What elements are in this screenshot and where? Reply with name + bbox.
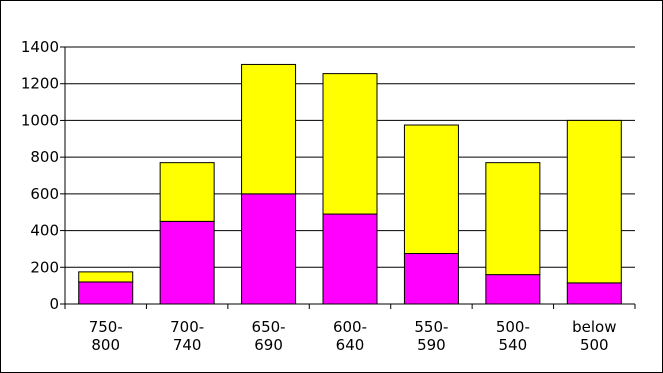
- x-category-label: 500: [580, 336, 609, 354]
- bar-segment-1: [159, 220, 215, 305]
- x-category-label: 550-: [414, 318, 448, 336]
- x-category-label: 500-: [496, 318, 530, 336]
- bars: [78, 63, 622, 305]
- y-tick-label: 200: [30, 258, 59, 276]
- x-category-label: 640: [336, 336, 365, 354]
- bar-segment-2: [78, 271, 134, 283]
- bar-segment-1: [403, 253, 459, 305]
- y-tick-label: 800: [30, 148, 59, 166]
- bar-segment-1: [322, 213, 378, 305]
- y-tick-label: 600: [30, 185, 59, 203]
- bar-segment-2: [159, 162, 215, 222]
- x-category-label: 590: [417, 336, 446, 354]
- bar-segment-2: [566, 119, 622, 284]
- x-category-label: 700-: [170, 318, 204, 336]
- x-category-label: below: [572, 318, 616, 336]
- y-tick-label: 1200: [21, 75, 59, 93]
- x-category-label: 540: [499, 336, 528, 354]
- y-tick-label: 400: [30, 222, 59, 240]
- x-category-label: 750-: [89, 318, 123, 336]
- bar-segment-1: [78, 281, 134, 305]
- axes: [60, 46, 636, 309]
- bar-segment-2: [241, 63, 297, 195]
- y-tick-label: 1400: [21, 38, 59, 56]
- bar-segment-1: [566, 282, 622, 305]
- y-tick-label: 0: [49, 295, 59, 313]
- bar-segment-2: [322, 73, 378, 215]
- x-category-label: 690: [254, 336, 283, 354]
- bar-segment-2: [485, 162, 541, 276]
- x-category-label: 600-: [333, 318, 367, 336]
- x-category-label: 740: [173, 336, 202, 354]
- bar-segment-2: [403, 124, 459, 255]
- bar-segment-1: [241, 193, 297, 305]
- x-category-label: 650-: [252, 318, 286, 336]
- x-category-label: 800: [91, 336, 120, 354]
- bar-segment-1: [485, 274, 541, 305]
- x-category-labels: 750-800700-740650-690600-640550-590500-5…: [89, 318, 617, 354]
- y-tick-label: 1000: [21, 111, 59, 129]
- y-tick-labels: 0 200 400 600 800 1000 1200 1400: [21, 38, 59, 313]
